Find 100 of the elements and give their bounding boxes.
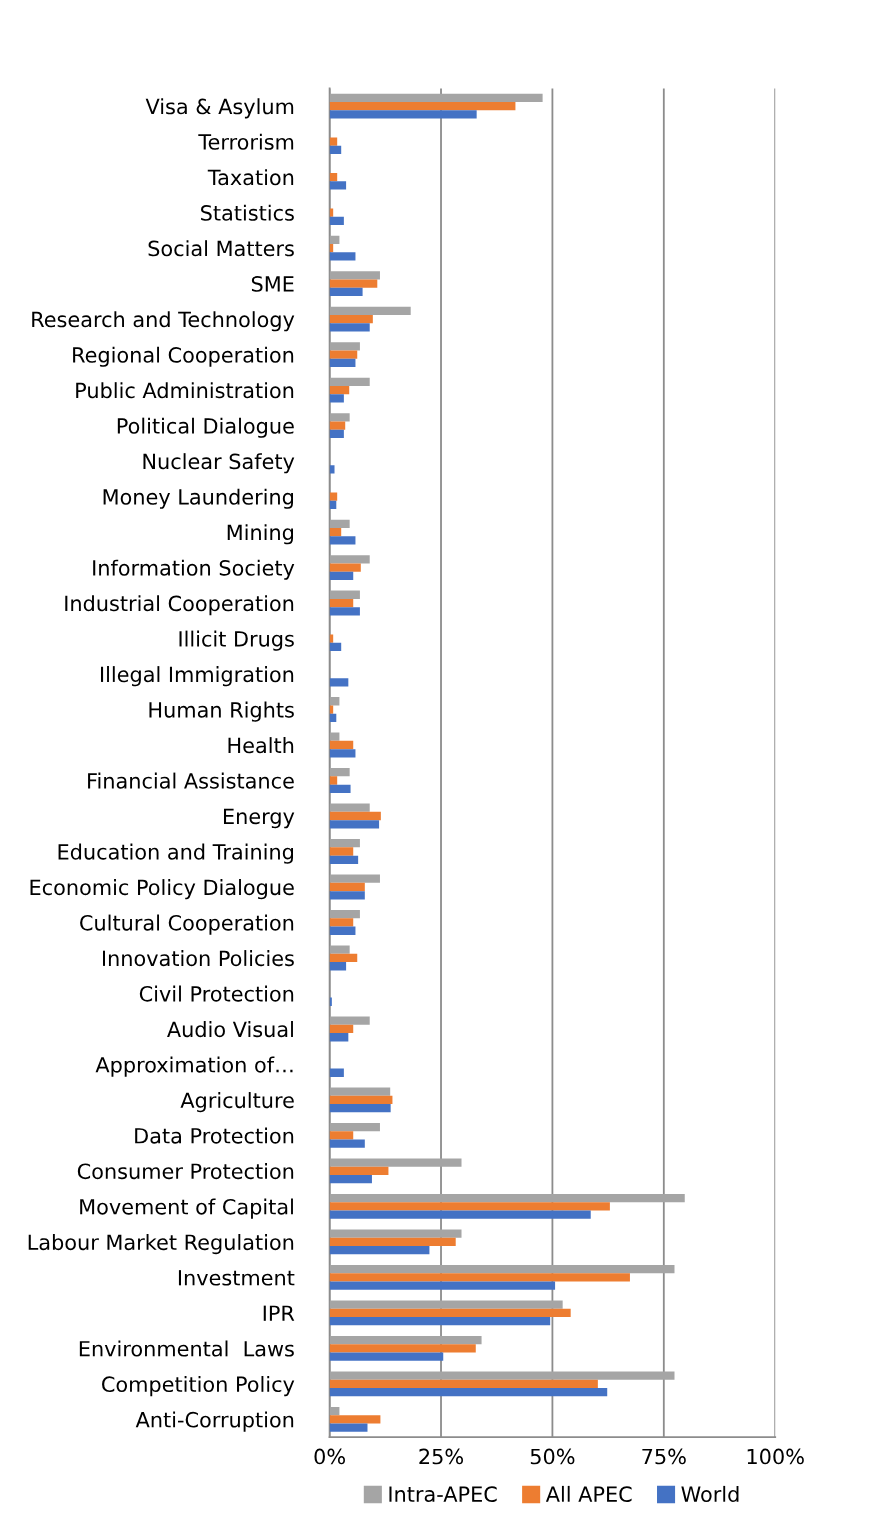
legend-label: All APEC: [545, 1485, 632, 1503]
bar: [329, 1033, 349, 1042]
bar: [329, 1352, 444, 1361]
bar: [329, 216, 344, 226]
bar: [329, 1281, 556, 1290]
y-tick-label: Audio Visual: [167, 1021, 293, 1038]
bar: [329, 820, 380, 829]
bar: [329, 1087, 391, 1096]
bar: [329, 1344, 476, 1353]
y-tick-label: Innovation Policies: [102, 950, 294, 967]
y-tick-label: Data Protection: [135, 1127, 294, 1144]
bar: [329, 1068, 344, 1077]
bar: [329, 429, 344, 438]
bar: [329, 1095, 393, 1105]
bar: [329, 945, 350, 954]
y-tick-label: Consumer Protection: [77, 1163, 294, 1180]
y-tick-label: Nuclear Safety: [143, 453, 295, 474]
bar: [329, 555, 370, 564]
bar: [329, 598, 354, 608]
bar: [329, 634, 334, 643]
y-tick-label: Taxation: [207, 169, 294, 186]
bar: [329, 1024, 354, 1034]
y-tick-label: Civil Protection: [139, 985, 294, 1002]
legend-label: World: [681, 1485, 739, 1503]
bar: [329, 342, 360, 351]
y-tick-label: Economic Policy Dialogue: [30, 879, 294, 900]
y-tick-label: Political Dialogue: [117, 417, 294, 438]
bar: [329, 1131, 354, 1140]
bar: [329, 642, 342, 651]
bar: [329, 350, 358, 359]
bar: [329, 855, 359, 864]
bar: [329, 271, 380, 280]
x-tick-label: 75%: [642, 1448, 686, 1465]
y-tick-label: Terrorism: [198, 133, 294, 150]
y-tick-label: Labour Market Regulation: [28, 1234, 294, 1255]
bar: [329, 1246, 430, 1255]
y-tick-label: Health: [228, 737, 294, 754]
y-tick-label: Energy: [224, 808, 295, 829]
bar: [329, 776, 338, 785]
y-tick-label: Education and Training: [58, 843, 293, 864]
y-tick-label: Anti-Corruption: [135, 1411, 294, 1432]
bar: [329, 1317, 551, 1326]
bar: [329, 1166, 389, 1176]
bar: [329, 678, 349, 687]
y-tick-label: Human Rights: [149, 701, 294, 722]
bar: [329, 1175, 372, 1184]
bar: [329, 137, 338, 146]
bar: [329, 145, 342, 155]
bar: [329, 705, 334, 714]
bar: [329, 110, 477, 119]
bar: [329, 1379, 598, 1389]
bar: [329, 1139, 365, 1148]
bar: [329, 882, 365, 892]
y-tick-label: Cultural Cooperation: [80, 914, 294, 935]
bar: [329, 811, 381, 821]
bar: [329, 287, 363, 297]
bar: [329, 1229, 462, 1238]
bar: [329, 1264, 675, 1274]
bar: [329, 1123, 380, 1132]
y-tick-label: Approximation of…: [95, 1056, 293, 1077]
y-tick-label: Statistics: [201, 204, 294, 221]
bar: [329, 891, 365, 900]
bar: [329, 918, 354, 927]
bar: [329, 536, 356, 545]
y-tick-label: SME: [251, 276, 294, 292]
bar: [329, 465, 335, 474]
y-tick-label: Illegal Immigration: [101, 666, 294, 687]
bar: [329, 323, 370, 332]
bar: [329, 1104, 391, 1113]
bar: [329, 279, 378, 288]
bar: [329, 306, 411, 315]
bar: [329, 1016, 370, 1025]
bar: [329, 1300, 563, 1309]
y-tick-label: Public Administration: [76, 382, 294, 399]
y-tick-label: Information Society: [93, 559, 295, 580]
bar: [329, 768, 350, 777]
bar: [329, 874, 380, 883]
bar: [329, 314, 373, 324]
bar: [329, 1415, 381, 1424]
bar: [329, 740, 354, 750]
y-tick-label: Competition Policy: [102, 1375, 295, 1397]
bar: [329, 803, 370, 812]
bar: [329, 1237, 456, 1247]
y-tick-label: Money Laundering: [103, 488, 293, 509]
bar: [329, 1194, 685, 1203]
bar: [329, 926, 356, 935]
y-tick-label: Regional Cooperation: [73, 346, 294, 367]
bar: [329, 208, 334, 217]
bar: [329, 181, 347, 190]
y-tick-label: Industrial Cooperation: [65, 595, 294, 616]
y-tick-label: Investment: [178, 1270, 295, 1286]
bar: [329, 93, 543, 102]
bar: [329, 394, 344, 403]
y-tick-label: Visa & Asylum: [145, 98, 294, 119]
bar: [329, 358, 356, 368]
y-tick-label: Environmental Laws: [79, 1340, 294, 1357]
x-tick-label: 100%: [747, 1448, 804, 1465]
y-tick-label: Illicit Drugs: [179, 630, 294, 651]
bar: [329, 784, 351, 793]
y-tick-label: Movement of Capital: [80, 1198, 293, 1219]
